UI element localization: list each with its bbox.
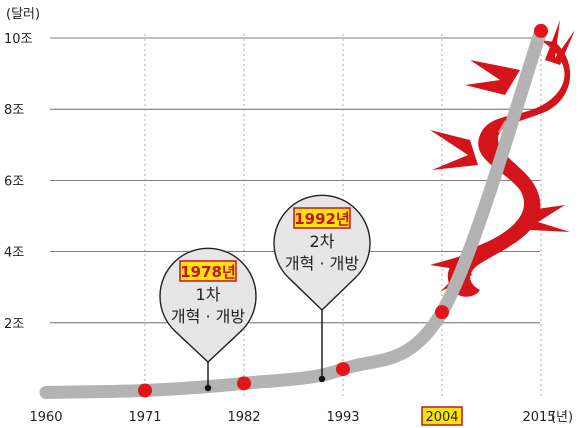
y-tick-label: 2조 xyxy=(4,317,24,332)
bubble-year-label: 1978년 xyxy=(180,263,236,281)
bubble-text-line: 개혁 · 개방 xyxy=(171,307,245,326)
y-tick-label: 6조 xyxy=(4,174,24,189)
x-tick-label: 2015 xyxy=(522,410,555,425)
y-tick-label: 4조 xyxy=(4,246,24,261)
data-point xyxy=(534,23,548,38)
y-tick-label: 10조 xyxy=(4,32,33,47)
data-point xyxy=(138,383,152,398)
bubble-text-line: 개혁 · 개방 xyxy=(285,254,359,273)
x-axis-unit: (년) xyxy=(551,410,573,425)
y-axis-unit: (달러) xyxy=(6,7,40,22)
bubble-year-highlight xyxy=(293,207,351,229)
x-tick-label: 1960 xyxy=(29,410,62,425)
x-axis-labels: 1960 1971 1982 1993 2004 2015 xyxy=(29,406,556,426)
bubble-text-line: 2차 xyxy=(310,232,335,251)
y-tick-label: 8조 xyxy=(4,103,24,118)
data-point xyxy=(237,376,251,391)
x-tick-label: 1971 xyxy=(128,410,161,425)
pin-dot xyxy=(318,375,326,383)
x-tick-label: 2004 xyxy=(425,410,458,425)
bubble-text-line: 1차 xyxy=(196,285,221,304)
x-tick-label: 1993 xyxy=(326,410,359,425)
pin-dot xyxy=(204,384,212,392)
x-tick-highlight xyxy=(421,406,463,426)
data-point xyxy=(336,362,350,377)
data-point xyxy=(435,305,449,320)
bubble-year-label: 1992년 xyxy=(294,210,350,228)
bubble-year-highlight xyxy=(179,260,237,282)
x-tick-label: 1982 xyxy=(227,410,260,425)
y-axis-labels: 2조 4조 6조 8조 10조 xyxy=(4,32,33,332)
grid-lines xyxy=(50,34,542,396)
data-points xyxy=(138,23,548,398)
